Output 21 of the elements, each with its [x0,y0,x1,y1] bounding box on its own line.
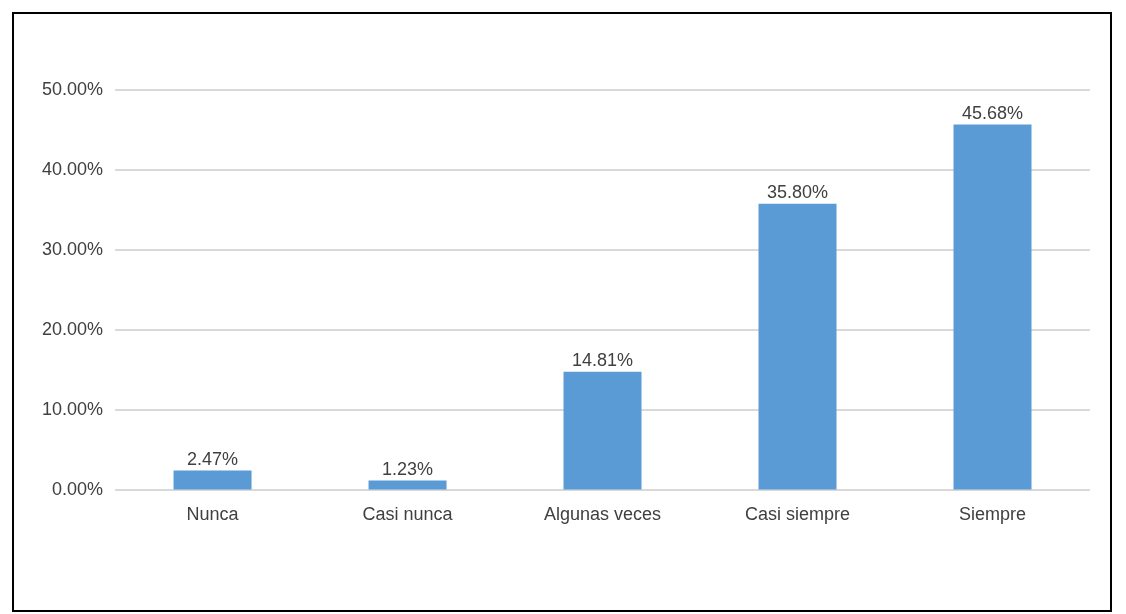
data-label: 1.23% [382,458,434,479]
y-tick-label: 30.00% [41,239,104,260]
y-tick-label: 0.00% [52,479,104,500]
x-tick-label: Casi siempre [745,504,851,525]
data-label: 14.81% [571,349,634,370]
data-label: 35.80% [766,181,829,202]
y-tick-label: 20.00% [41,319,104,340]
y-tick-label: 50.00% [41,78,104,99]
bar [173,470,252,490]
bar [953,124,1032,490]
x-tick-label: Nunca [186,504,240,525]
x-tick-label: Algunas veces [543,504,662,525]
data-label: 45.68% [961,102,1024,123]
y-tick-label: 10.00% [41,399,104,420]
x-tick-label: Casi nunca [362,504,454,525]
bar [368,480,447,490]
x-tick-label: Siempre [958,504,1027,525]
data-label: 2.47% [187,448,239,469]
bar [758,203,837,490]
bar [563,371,642,490]
y-tick-label: 40.00% [41,159,104,180]
